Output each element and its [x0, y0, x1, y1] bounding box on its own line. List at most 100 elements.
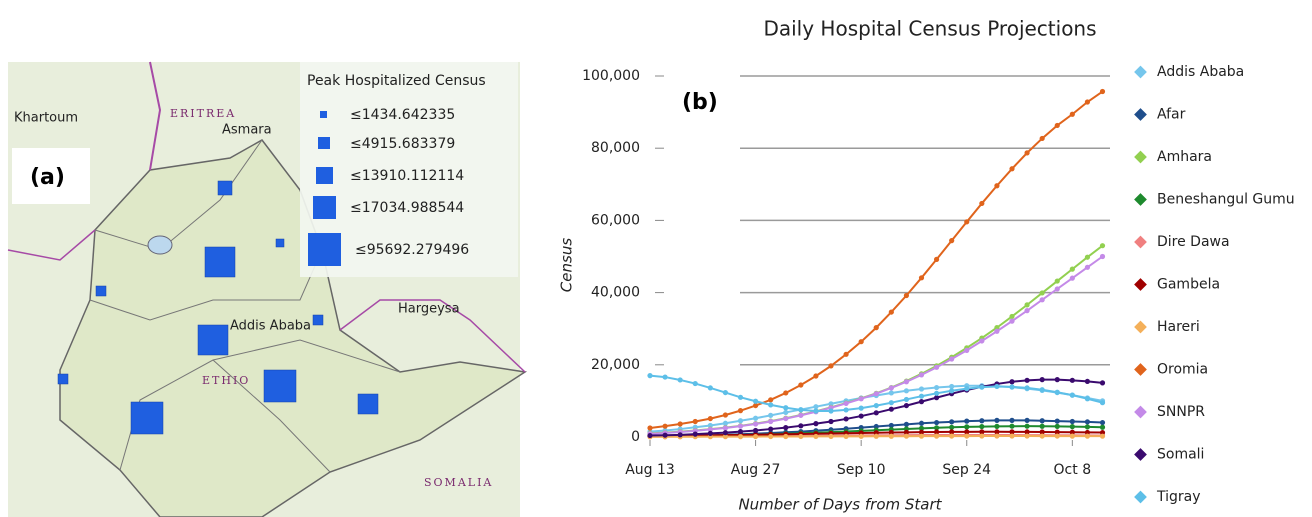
point: [1084, 254, 1091, 260]
region-border: [94, 139, 263, 251]
point: [1099, 88, 1106, 95]
point: [949, 429, 955, 435]
point: [1009, 379, 1015, 385]
point: [1009, 423, 1015, 429]
point: [752, 415, 759, 421]
legend-square: [316, 167, 333, 184]
point: [722, 434, 729, 440]
lake: [147, 235, 173, 255]
point: [813, 408, 819, 414]
point: [813, 373, 819, 379]
point: [918, 420, 925, 426]
point: [752, 433, 759, 440]
point: [752, 402, 759, 409]
point: [1069, 424, 1075, 430]
map-legend-title: Peak Hospitalized Census: [307, 73, 486, 89]
point: [949, 424, 955, 430]
point: [994, 325, 1000, 331]
point: [752, 421, 759, 427]
point: [918, 275, 925, 281]
point: [873, 423, 879, 430]
point: [1024, 302, 1030, 308]
point: [964, 386, 970, 392]
point: [964, 433, 970, 439]
legend-square: [320, 111, 327, 118]
point: [843, 433, 849, 439]
map-marker: [275, 238, 285, 248]
point: [843, 416, 849, 422]
point: [1024, 385, 1030, 391]
point: [1084, 419, 1091, 425]
point: [783, 425, 789, 431]
map-marker: [57, 373, 69, 385]
point: [1099, 419, 1106, 426]
point: [707, 430, 713, 436]
point: [873, 433, 879, 439]
point: [1054, 418, 1060, 424]
legend-marker: [1134, 490, 1147, 504]
point: [813, 433, 819, 440]
legend-label: SNNPR: [1157, 404, 1205, 420]
point: [1099, 424, 1106, 430]
map-marker: [204, 246, 236, 278]
legend-square: [318, 137, 330, 149]
point: [1009, 318, 1015, 324]
point: [722, 430, 729, 436]
point: [918, 372, 925, 378]
point: [1054, 429, 1060, 435]
point: [1099, 433, 1106, 439]
point: [949, 383, 955, 390]
point: [1054, 423, 1060, 429]
point: [933, 364, 940, 370]
point: [994, 328, 1000, 334]
point: [903, 402, 910, 409]
point: [903, 429, 910, 435]
point: [1069, 111, 1075, 117]
point: [647, 373, 653, 379]
point: [1024, 150, 1030, 156]
point: [1069, 418, 1075, 425]
point: [1024, 377, 1030, 383]
point: [933, 425, 940, 431]
point: [873, 325, 879, 331]
point: [662, 432, 668, 438]
point: [918, 386, 925, 392]
point: [647, 425, 653, 431]
point: [918, 399, 925, 405]
point: [1054, 389, 1060, 395]
point: [1099, 400, 1106, 406]
point: [1039, 135, 1045, 142]
point: [858, 405, 864, 411]
panel-label: (b): [682, 90, 718, 115]
point: [903, 379, 910, 385]
point: [949, 419, 955, 425]
legend-marker: [1134, 150, 1147, 164]
point: [964, 219, 970, 225]
point: [1084, 264, 1091, 270]
point: [918, 393, 925, 399]
point: [888, 400, 894, 406]
point: [903, 396, 910, 403]
point: [1024, 417, 1030, 423]
point: [903, 421, 910, 427]
point: [918, 433, 925, 439]
map-marker: [130, 401, 164, 435]
point: [783, 415, 789, 422]
region-border: [89, 249, 323, 321]
point: [979, 423, 985, 430]
map-marker: [312, 314, 324, 326]
point: [1054, 286, 1060, 292]
point: [903, 433, 910, 439]
point: [1099, 243, 1106, 249]
point: [933, 390, 940, 396]
legend-label: Amhara: [1157, 149, 1212, 165]
series-line: [649, 90, 1104, 429]
point: [1039, 297, 1045, 303]
point: [828, 433, 834, 439]
legend-square: [308, 233, 341, 266]
point: [1084, 396, 1091, 402]
point: [949, 356, 955, 362]
point: [722, 425, 729, 431]
map-markers: [57, 180, 379, 435]
point: [1069, 377, 1075, 383]
